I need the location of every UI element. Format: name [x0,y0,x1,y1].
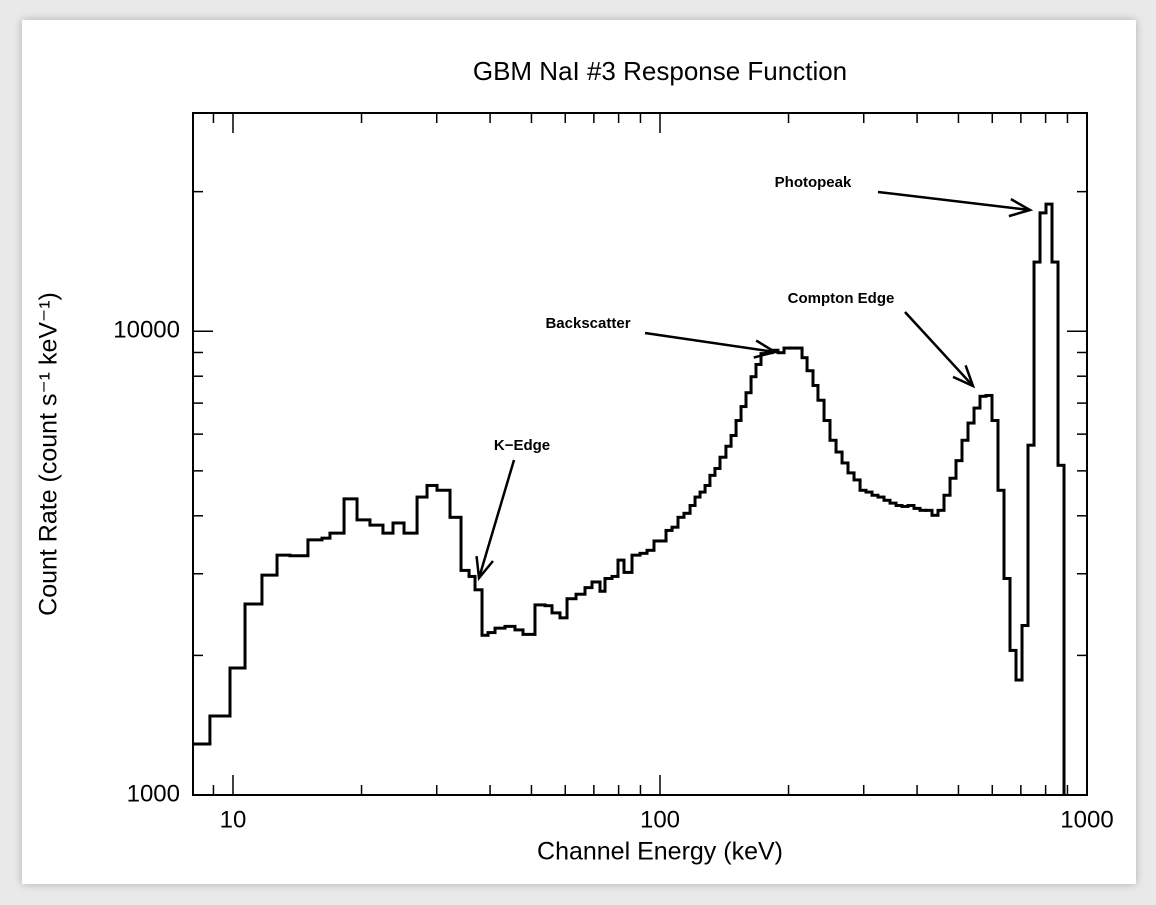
x-axis-label: Channel Energy (keV) [537,838,783,866]
annotation-arrow [877,190,1031,212]
chart-title: GBM NaI #3 Response Function [473,56,847,86]
annotation: K−Edge [494,437,550,454]
plot-frame [192,112,1088,796]
arrow-head [475,555,494,582]
y-tick-label: 10000 [113,317,180,344]
annotation-arrow [904,311,974,387]
annotation: Photopeak [775,174,852,191]
arrow-head [952,364,976,389]
annotation-arrow [644,331,776,354]
x-tick-label: 100 [640,806,680,833]
arrow-head [1008,198,1034,218]
annotation: Compton Edge [788,290,895,307]
annotation: Backscatter [545,315,630,332]
x-tick-label: 1000 [1060,806,1113,833]
arrow-head [753,339,779,359]
y-axis-label: Count Rate (count s⁻¹ keV⁻¹) [35,292,63,616]
y-tick-label: 1000 [127,780,180,807]
x-tick-label: 10 [220,806,247,833]
panel [22,20,1136,884]
annotation-arrow [477,459,516,579]
histogram [193,202,1066,795]
